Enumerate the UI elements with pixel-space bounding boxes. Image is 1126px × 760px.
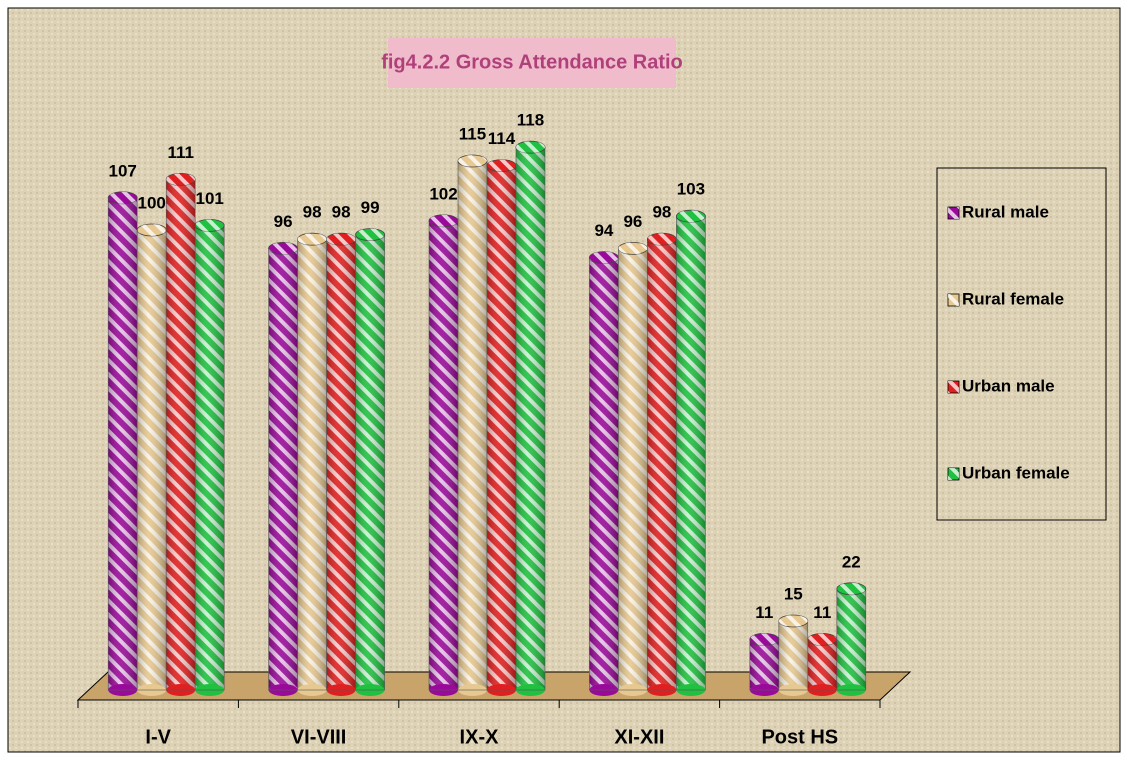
value-label: 98: [303, 203, 322, 222]
chart-title: fig4.2.2 Gross Attendance Ratio: [381, 51, 683, 73]
value-label: 98: [652, 203, 671, 222]
x-tick-label: XI-XII: [614, 726, 664, 748]
bar-shade: [429, 220, 458, 691]
value-label: 98: [332, 203, 351, 222]
bar-top-stripes: [647, 233, 677, 246]
bar-top-stripes: [778, 615, 808, 627]
bar-top-stripes: [618, 242, 648, 255]
bar-top-stripes: [516, 141, 545, 154]
bar: [676, 209, 706, 696]
bar: [107, 191, 138, 696]
bar-shade: [487, 165, 516, 691]
value-label: 22: [842, 552, 861, 571]
bar: [136, 223, 167, 696]
bar-shade: [458, 161, 487, 690]
value-label: 99: [361, 198, 380, 217]
x-tick-label: I-V: [145, 726, 171, 748]
bar: [268, 241, 299, 696]
value-label: 111: [167, 143, 194, 162]
bar-shade: [836, 588, 866, 690]
bar-top-stripes: [676, 210, 706, 223]
bar: [618, 241, 648, 696]
bar-top-stripes: [297, 233, 327, 246]
bar-shade: [166, 179, 196, 690]
bar: [749, 633, 780, 696]
legend-label: Rural female: [962, 289, 1064, 308]
bar-top-stripes: [326, 233, 356, 246]
bar-shade: [618, 248, 648, 690]
legend-swatch-stripes: [948, 381, 959, 393]
legend-swatch-stripes: [948, 468, 959, 480]
bar: [165, 172, 196, 696]
value-label: 96: [274, 212, 293, 231]
value-label: 102: [429, 184, 457, 203]
legend-swatch-stripes: [948, 207, 959, 219]
bar-shade: [589, 257, 619, 690]
value-label: 118: [517, 111, 544, 130]
value-label: 15: [784, 584, 803, 603]
bar-top-stripes: [589, 251, 619, 264]
bar-shade: [807, 639, 837, 690]
value-label: 107: [109, 161, 137, 180]
bar: [486, 159, 517, 696]
bar-shade: [268, 248, 298, 690]
bar-top-stripes: [166, 173, 196, 186]
bar: [326, 232, 357, 696]
value-label: 11: [813, 603, 831, 622]
value-label: 103: [677, 180, 705, 199]
bar-top-stripes: [268, 242, 298, 255]
value-label: 114: [488, 129, 516, 148]
x-tick-label: Post HS: [761, 726, 838, 748]
bar-top-stripes: [355, 228, 385, 241]
bar: [457, 154, 488, 696]
bar: [778, 614, 809, 696]
value-label: 96: [623, 212, 642, 231]
title-box: [388, 38, 676, 88]
bar-shade: [749, 639, 779, 690]
bar-shade: [108, 197, 138, 691]
bar: [355, 228, 386, 696]
bar-shade: [355, 234, 385, 690]
bar: [515, 140, 546, 696]
bar-top-stripes: [487, 159, 516, 172]
bar: [589, 251, 619, 696]
bar-top-stripes: [108, 191, 138, 204]
bar-shade: [137, 230, 167, 690]
legend-box: [936, 167, 1107, 521]
bar: [836, 582, 867, 696]
bar-top-stripes: [836, 582, 866, 595]
x-tick-label: IX-X: [460, 726, 500, 748]
value-label: 100: [138, 193, 166, 212]
bar: [807, 633, 838, 696]
value-label: 115: [459, 124, 486, 143]
bar-shade: [778, 621, 808, 690]
x-tick-label: VI-VIII: [291, 726, 347, 748]
legend-label: Urban male: [962, 376, 1055, 395]
bar-top-stripes: [807, 633, 837, 646]
bar: [297, 232, 328, 696]
bar-shade: [297, 239, 327, 690]
bar: [194, 218, 225, 696]
legend-label: Urban female: [962, 463, 1070, 482]
bar-shade: [647, 239, 677, 690]
bar-shade: [676, 216, 706, 690]
bar: [647, 232, 677, 696]
value-label: 101: [196, 189, 224, 208]
bar: [428, 214, 459, 696]
bar-shade: [195, 225, 225, 690]
bar-top-stripes: [458, 155, 487, 167]
bar-shade: [516, 147, 545, 690]
bar-top-stripes: [137, 224, 167, 236]
bars: [107, 140, 867, 696]
legend-swatch-stripes: [948, 294, 959, 306]
bar-top-stripes: [749, 633, 779, 646]
legend-label: Rural male: [962, 202, 1049, 221]
value-label: 94: [594, 221, 613, 240]
value-label: 11: [755, 603, 773, 622]
bar-top-stripes: [195, 219, 225, 232]
bar-shade: [326, 239, 356, 690]
bar-top-stripes: [429, 214, 458, 227]
